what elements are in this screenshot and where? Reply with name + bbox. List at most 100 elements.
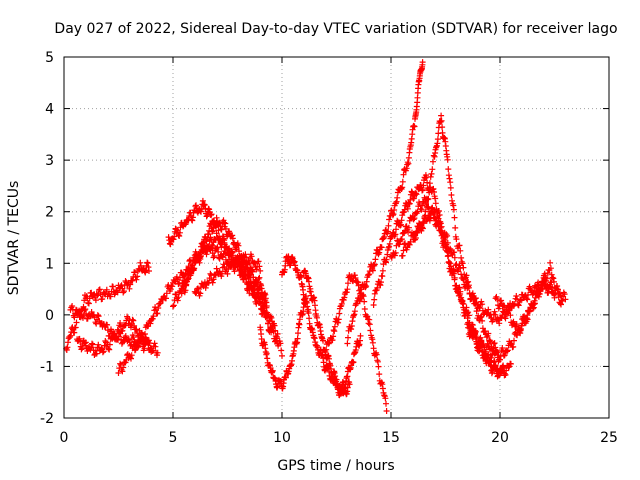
data-point — [518, 322, 525, 329]
data-point — [128, 324, 134, 331]
data-point — [485, 330, 492, 337]
x-tick-label: 25 — [600, 430, 618, 446]
y-tick-label: 2 — [45, 205, 54, 221]
data-point — [85, 300, 92, 307]
data-point — [277, 340, 284, 347]
data-point — [170, 302, 177, 309]
data-point — [501, 302, 508, 309]
series-track-12 — [322, 272, 390, 414]
data-point — [130, 317, 137, 324]
data-point — [407, 196, 414, 203]
data-point — [447, 245, 454, 252]
data-point — [122, 333, 129, 339]
data-point — [479, 317, 486, 324]
data-point — [147, 320, 154, 327]
data-point — [119, 368, 126, 375]
data-point — [263, 350, 270, 357]
data-point — [554, 286, 561, 293]
data-point — [356, 297, 363, 303]
series-track-19 — [492, 259, 564, 335]
data-point — [551, 294, 558, 301]
data-point — [437, 118, 444, 125]
data-point — [397, 222, 404, 229]
data-point — [451, 249, 458, 256]
data-point — [447, 184, 454, 191]
data-point — [208, 211, 215, 218]
data-point — [250, 274, 257, 281]
data-point — [490, 340, 497, 347]
data-point — [256, 284, 263, 291]
x-tick-label: 15 — [382, 430, 400, 446]
data-point — [278, 347, 285, 354]
data-point — [174, 297, 181, 304]
data-point — [430, 158, 436, 165]
data-point — [383, 256, 390, 263]
data-point — [463, 304, 470, 311]
data-point — [406, 241, 413, 248]
data-point — [89, 341, 96, 348]
data-point — [262, 299, 269, 306]
data-point — [458, 271, 465, 278]
data-point — [479, 301, 486, 308]
data-point — [346, 381, 353, 388]
data-point — [460, 276, 467, 283]
data-point — [117, 320, 124, 326]
data-point — [169, 283, 176, 290]
data-point — [369, 339, 376, 346]
data-point — [129, 316, 136, 323]
data-point — [113, 333, 120, 340]
data-point — [457, 288, 464, 295]
data-point — [404, 205, 411, 212]
data-point — [99, 349, 106, 356]
data-point — [493, 348, 500, 355]
data-point — [65, 339, 71, 346]
y-axis-title: SDTVAR / TECUs — [6, 181, 22, 296]
data-point — [69, 303, 76, 309]
data-point — [539, 281, 546, 288]
data-point — [249, 268, 256, 275]
data-point — [146, 268, 152, 274]
data-point — [483, 334, 490, 341]
data-point — [121, 322, 128, 329]
data-point — [472, 295, 479, 302]
data-point — [89, 340, 95, 347]
data-point — [464, 321, 471, 328]
data-point — [504, 348, 510, 355]
plot-frame — [63, 56, 610, 419]
data-point — [226, 245, 233, 252]
data-point — [537, 287, 543, 293]
tick-labels: 0 5 10 15 20 25 -2 -1 0 1 2 3 4 5 — [40, 50, 618, 446]
data-point — [402, 240, 408, 247]
data-point — [511, 337, 517, 344]
data-point — [357, 332, 364, 339]
data-point — [131, 322, 138, 329]
data-point — [373, 351, 380, 358]
data-point — [505, 364, 512, 371]
data-point — [126, 285, 133, 292]
data-point — [282, 374, 289, 381]
data-point — [253, 266, 260, 273]
data-point — [237, 263, 243, 270]
data-point — [243, 279, 250, 286]
data-point — [133, 326, 140, 333]
data-point — [452, 224, 459, 231]
data-point — [142, 331, 148, 337]
data-point — [344, 286, 351, 293]
data-point — [448, 192, 455, 198]
data-point — [323, 346, 330, 353]
data-point — [209, 243, 216, 249]
data-point — [413, 230, 420, 236]
data-point — [120, 364, 127, 371]
data-point — [465, 312, 472, 319]
data-point — [193, 202, 199, 209]
data-point — [424, 203, 431, 210]
data-point — [344, 340, 351, 347]
y-tick-label: -1 — [40, 359, 54, 375]
data-point — [95, 313, 102, 320]
data-point — [411, 215, 418, 222]
data-point — [170, 303, 176, 310]
data-point — [232, 264, 239, 271]
data-point — [502, 371, 509, 378]
data-point — [427, 173, 434, 180]
data-point — [82, 306, 89, 313]
